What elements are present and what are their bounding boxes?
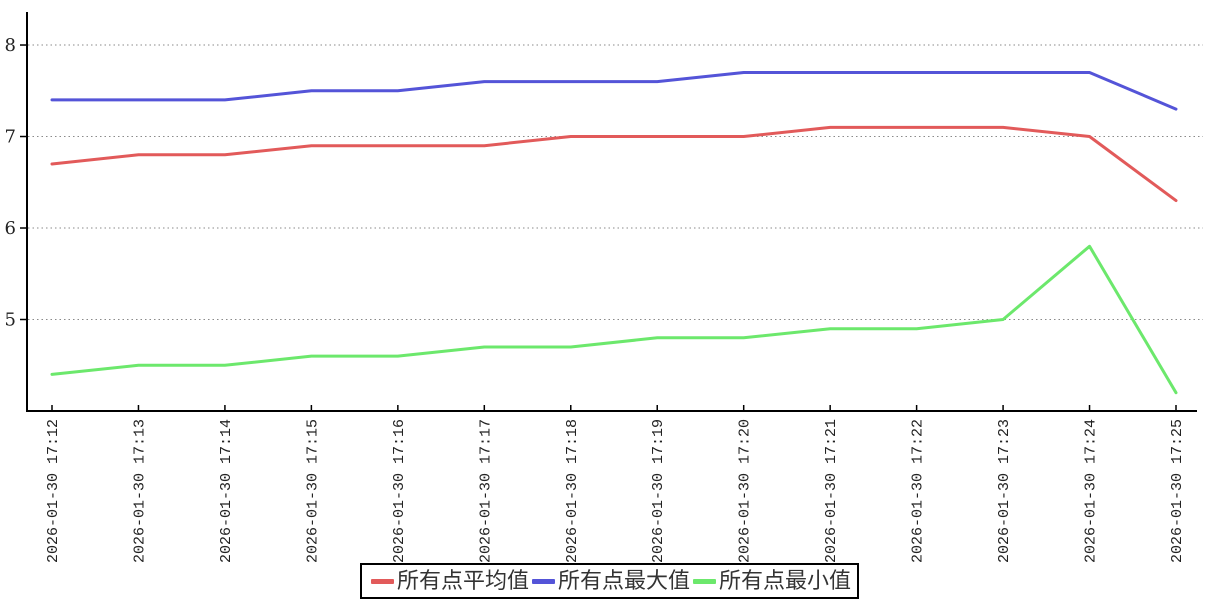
x-tick-label: 2026-01-30 17:17 (477, 419, 494, 563)
legend-item-min: 所有点最小值 (690, 570, 851, 592)
legend-swatch-average (371, 578, 394, 584)
legend-label-average: 所有点平均值 (397, 568, 530, 593)
y-tick-label: 6 (5, 218, 16, 239)
series-line-average (50, 125, 1178, 203)
y-tick-label: 8 (5, 35, 16, 56)
x-tick-label: 2026-01-30 17:24 (1083, 419, 1100, 563)
x-tick-label: 2026-01-30 17:22 (910, 419, 927, 563)
x-tick-label: 2026-01-30 17:15 (304, 419, 321, 563)
legend-label-max: 所有点最大值 (558, 568, 691, 593)
legend-item-average: 所有点平均值 (368, 570, 529, 592)
x-tick-label: 2026-01-30 17:21 (823, 419, 840, 563)
x-tick-label: 2026-01-30 17:25 (1169, 419, 1186, 563)
x-tick-label: 2026-01-30 17:16 (391, 419, 408, 563)
x-tick-label: 2026-01-30 17:12 (45, 419, 62, 563)
legend-item-max: 所有点最大值 (529, 570, 690, 592)
series-line-min (50, 244, 1178, 395)
legend-swatch-max (532, 578, 556, 584)
legend-swatch-min (693, 578, 717, 584)
y-tick-label: 5 (5, 310, 16, 331)
x-tick-label: 2026-01-30 17:23 (996, 419, 1013, 563)
legend-label-min: 所有点最小值 (719, 568, 852, 593)
x-tick-label: 2026-01-30 17:14 (218, 419, 235, 563)
series-line-max (50, 71, 1178, 111)
x-tick-label: 2026-01-30 17:20 (737, 419, 754, 563)
x-tick-label: 2026-01-30 17:19 (650, 419, 667, 563)
y-tick-label: 7 (5, 127, 16, 148)
x-tick-label: 2026-01-30 17:18 (564, 419, 581, 563)
x-tick-label: 2026-01-30 17:13 (131, 419, 148, 563)
legend: 所有点平均值 所有点最大值 所有点最小值 (360, 563, 860, 599)
